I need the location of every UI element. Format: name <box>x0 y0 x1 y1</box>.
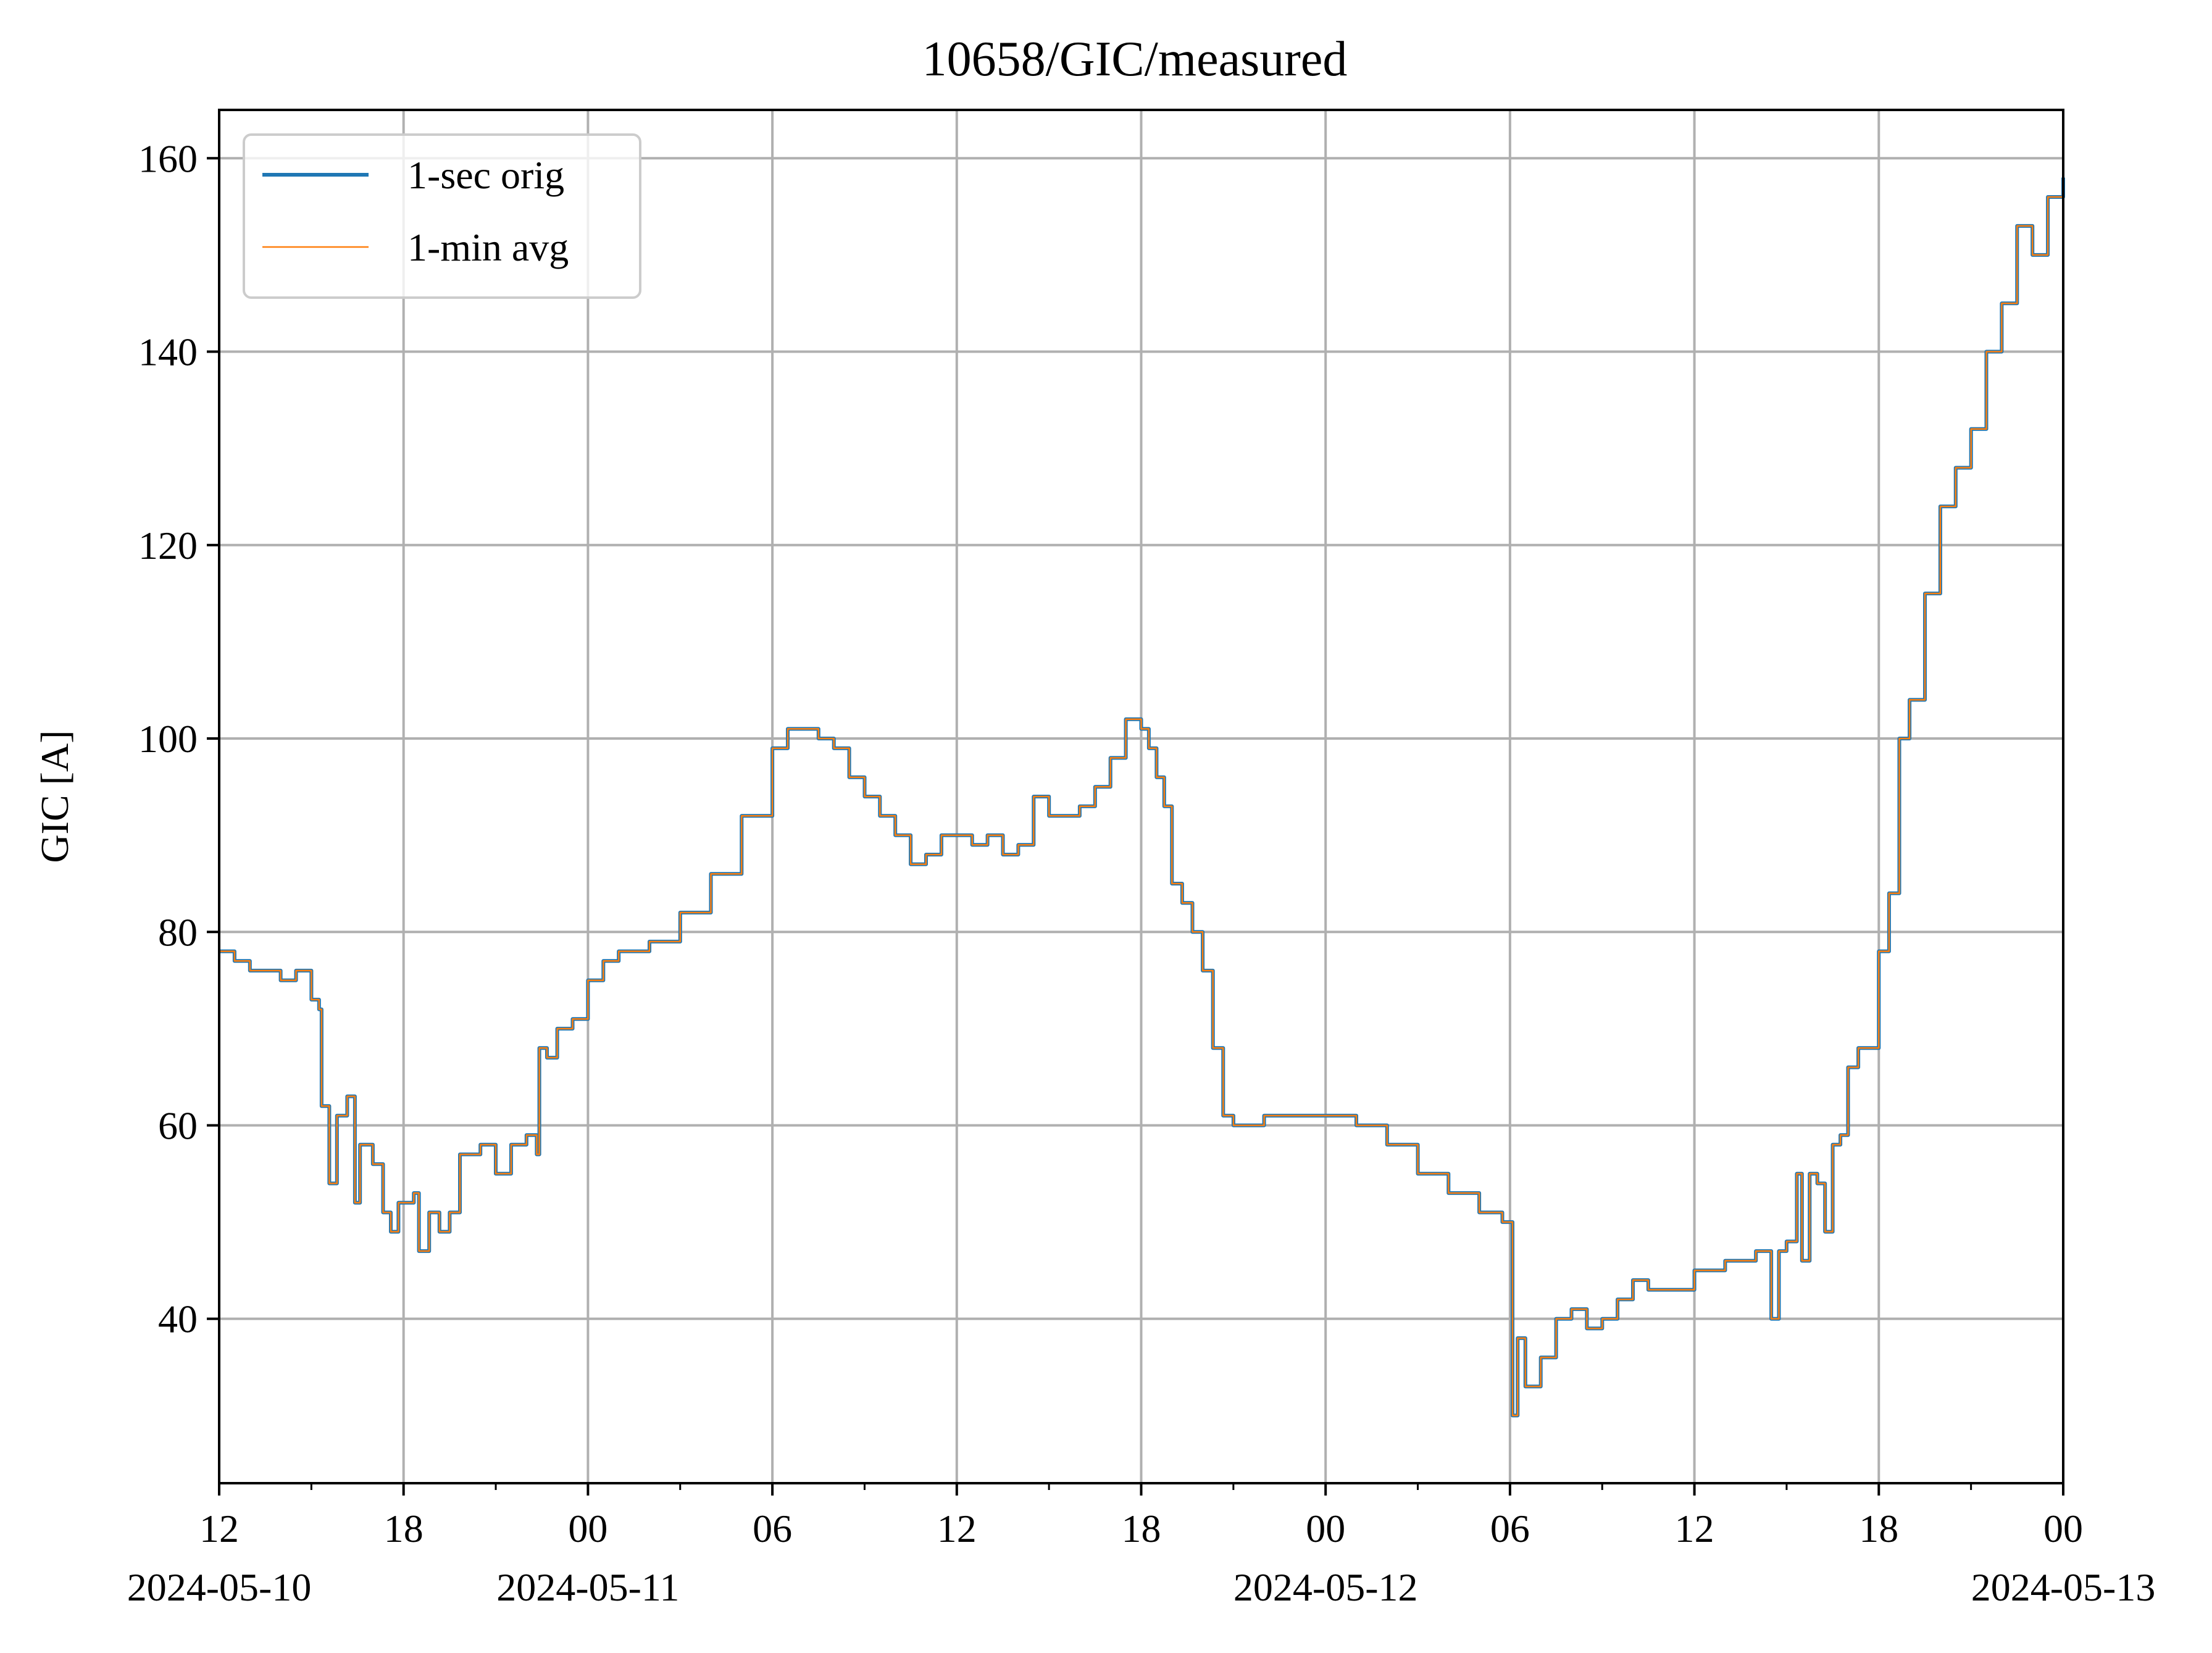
x-tick-date-label: 2024-05-10 <box>127 1565 312 1609</box>
y-axis: 40 60 80 100 120 140 160 <box>138 136 219 1341</box>
y-tick-label: 140 <box>138 330 198 374</box>
x-tick-date-label: 2024-05-12 <box>1233 1565 1418 1609</box>
x-tick-label: 18 <box>1122 1507 1161 1550</box>
series-layer <box>219 177 2065 1418</box>
x-tick-label: 18 <box>384 1507 424 1550</box>
x-tick-label: 18 <box>1859 1507 1898 1550</box>
legend: 1-sec orig 1-min avg <box>243 133 641 299</box>
x-tick-label: 12 <box>937 1507 977 1550</box>
x-tick-label: 00 <box>1306 1507 1345 1550</box>
y-tick-label: 100 <box>138 717 198 761</box>
x-tick-label: 06 <box>753 1507 792 1550</box>
y-axis-label: GIC [A] <box>33 730 77 863</box>
legend-label-1-sec-orig: 1-sec orig <box>407 153 564 197</box>
y-tick-label: 40 <box>158 1297 198 1341</box>
chart-title: 10658/GIC/measured <box>922 32 1348 86</box>
y-tick-label: 60 <box>158 1104 198 1148</box>
legend-label-1-min-avg: 1-min avg <box>407 225 569 269</box>
x-tick-label: 06 <box>1490 1507 1530 1550</box>
x-tick-label: 00 <box>2043 1507 2083 1550</box>
series-line-1-min-avg <box>219 177 2064 1417</box>
x-tick-label: 12 <box>199 1507 239 1550</box>
x-tick-label: 12 <box>1675 1507 1714 1550</box>
x-axis: 12 2024-05-10 18 00 2024-05-11 06 12 18 00 2024-0… <box>127 1483 2156 1609</box>
x-tick-date-label: 2024-05-13 <box>1971 1565 2156 1609</box>
y-tick-label: 160 <box>138 136 198 180</box>
y-tick-label: 120 <box>138 524 198 567</box>
y-tick-label: 80 <box>158 910 198 954</box>
x-tick-date-label: 2024-05-11 <box>496 1565 679 1609</box>
x-tick-label: 00 <box>568 1507 607 1550</box>
